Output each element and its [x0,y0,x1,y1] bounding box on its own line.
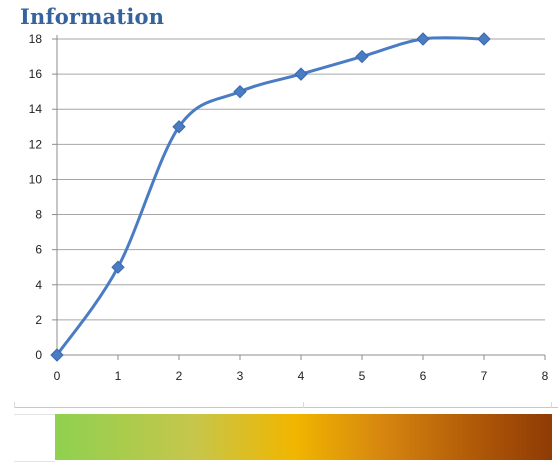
x-axis-tick-labels: 0 1 2 3 4 5 6 7 8 [54,369,549,383]
axes [52,35,546,360]
x-tick-label: 8 [542,369,549,383]
chart-title: Information [20,4,165,29]
x-tick-label: 3 [237,369,244,383]
y-tick-label: 8 [35,208,42,222]
series-layer [50,32,491,362]
strip-tick [303,402,304,408]
color-gradient-bar [55,414,552,460]
y-tick-label: 6 [35,243,42,257]
y-tick-label: 18 [29,32,43,46]
x-tick-label: 0 [54,369,61,383]
x-tick-label: 4 [298,369,305,383]
x-tick-label: 7 [481,369,488,383]
gradient-scale-strip [0,400,558,462]
x-tick-label: 1 [115,369,122,383]
data-point-marker [233,84,247,99]
y-tick-label: 12 [29,137,43,151]
y-tick-label: 0 [35,348,42,362]
data-point-marker [294,67,308,81]
x-tick-label: 2 [176,369,183,383]
x-tick-label: 6 [420,369,427,383]
y-tick-label: 10 [29,172,43,186]
strip-tick [551,402,552,408]
data-point-marker [416,32,430,46]
data-point-marker [50,348,64,362]
strip-divider [14,407,558,408]
strip-tick [14,402,15,408]
y-tick-label: 2 [35,313,42,327]
y-tick-label: 4 [35,278,42,292]
series-line [55,36,486,357]
data-point-marker [111,260,125,274]
data-point-marker [477,32,491,46]
y-axis-tick-labels: 0 2 4 6 8 10 12 14 16 18 [29,32,43,362]
data-point-marker [355,49,369,64]
strip-empty-cell [14,414,55,462]
x-tick-label: 5 [359,369,366,383]
y-tick-label: 16 [29,67,43,81]
data-point-marker [172,120,186,134]
grid-lines [57,38,545,321]
y-tick-label: 14 [29,102,43,116]
